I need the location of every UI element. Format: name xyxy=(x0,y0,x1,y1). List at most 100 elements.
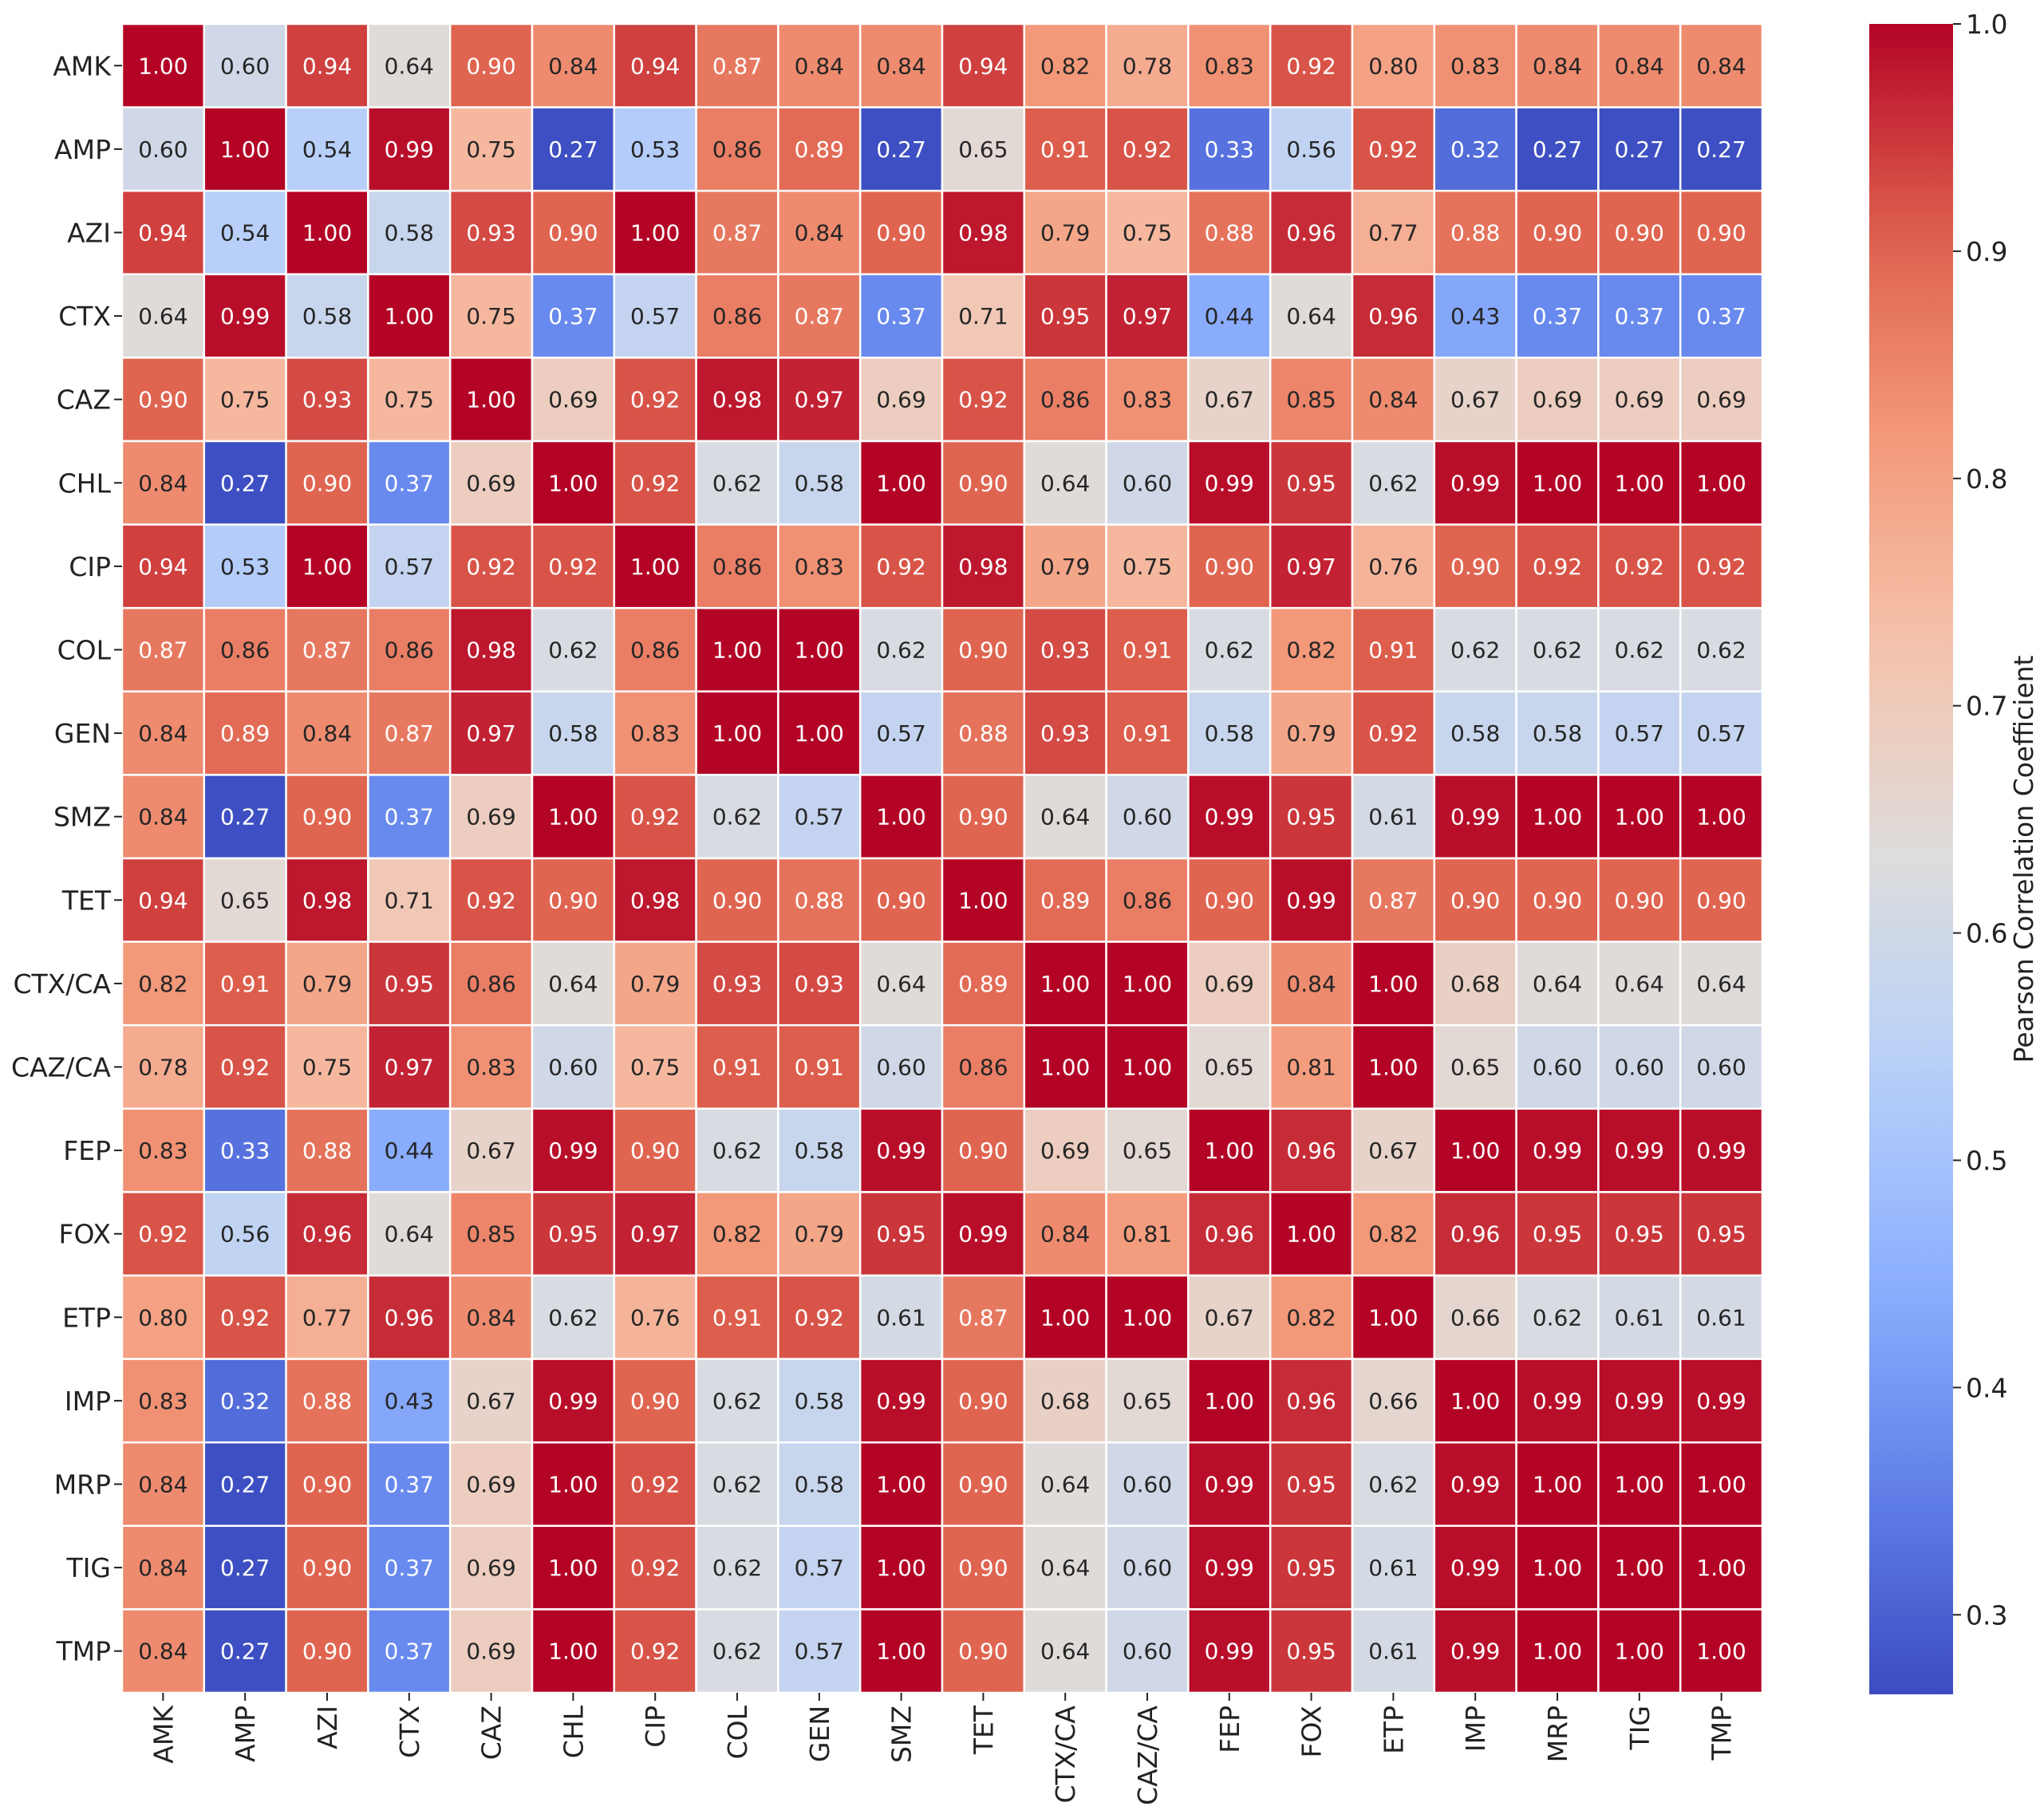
heatmap-cell xyxy=(858,606,944,693)
column-axis: AMK AMP AZI CTX CAZ CHL CIP COL GEN SMZ TET CTX/CA C… xyxy=(148,1693,1738,1805)
cell-value: 0.94 xyxy=(630,53,680,79)
heatmap-cell xyxy=(1679,273,1764,359)
cell-value: 0.96 xyxy=(1286,1138,1336,1164)
col-label: GEN xyxy=(804,1706,835,1762)
col-label: AZI xyxy=(312,1706,343,1749)
col-label: CHL xyxy=(558,1705,589,1758)
row-label: IMP xyxy=(65,1386,111,1417)
cell-value: 0.83 xyxy=(1205,53,1254,79)
heatmap-cell xyxy=(777,774,862,860)
cell-value: 0.61 xyxy=(876,1304,925,1331)
cell-value: 0.64 xyxy=(1533,971,1582,997)
cell-value: 0.99 xyxy=(1533,1138,1582,1164)
cell-value: 0.90 xyxy=(302,1639,352,1665)
row-label: CHL xyxy=(58,467,112,499)
heatmap-cell xyxy=(367,273,452,359)
heatmap-cell xyxy=(1433,1191,1517,1277)
cell-value: 0.89 xyxy=(1040,887,1090,913)
heatmap-cell xyxy=(613,606,697,693)
cell-value: 0.92 xyxy=(1615,554,1664,580)
cell-value: 0.81 xyxy=(1123,1221,1172,1248)
cell-value: 0.57 xyxy=(795,1555,844,1581)
cell-value: 0.97 xyxy=(385,1055,434,1081)
heatmap-cell xyxy=(1187,189,1272,276)
cell-value: 0.90 xyxy=(548,887,598,913)
cell-value: 1.00 xyxy=(1533,1555,1582,1581)
heatmap-cell xyxy=(1023,523,1107,609)
cell-value: 0.96 xyxy=(385,1304,434,1331)
heatmap-cell xyxy=(1597,440,1682,526)
heatmap-cell xyxy=(1515,857,1600,943)
col-label: IMP xyxy=(1460,1706,1491,1752)
cell-value: 0.87 xyxy=(712,53,762,79)
heatmap-cell xyxy=(1515,1023,1600,1110)
heatmap-cell xyxy=(367,1107,452,1193)
cell-value: 0.61 xyxy=(1368,1639,1418,1665)
cell-value: 0.92 xyxy=(1368,720,1418,747)
heatmap-cell xyxy=(1269,189,1354,276)
heatmap-cell xyxy=(613,273,697,359)
heatmap-cell xyxy=(203,523,287,609)
cell-value: 0.27 xyxy=(1533,136,1582,163)
cell-value: 0.58 xyxy=(302,303,352,329)
cell-value: 0.37 xyxy=(876,303,925,329)
row-label: CTX xyxy=(58,301,111,332)
heatmap-cell xyxy=(1187,857,1272,943)
colorbar-tick-label: 0.8 xyxy=(1966,463,2007,495)
heatmap-cell xyxy=(1433,1441,1517,1528)
cell-value: 0.27 xyxy=(220,1639,270,1665)
cell-value: 0.84 xyxy=(138,1472,187,1498)
cell-value: 0.84 xyxy=(1696,53,1746,79)
cell-value: 0.93 xyxy=(795,971,844,997)
colorbar: 0.3 0.4 0.5 0.6 0.7 0.8 0.9 1.0 Pearson Correla… xyxy=(1869,9,2039,1694)
cell-value: 0.93 xyxy=(302,387,352,413)
cell-value: 0.67 xyxy=(466,1388,515,1414)
heatmap-cell xyxy=(120,774,206,860)
cell-value: 0.84 xyxy=(1615,53,1664,79)
heatmap-cell xyxy=(120,273,206,359)
cell-value: 1.00 xyxy=(466,387,515,413)
heatmap-cell xyxy=(203,22,287,108)
row-label: FEP xyxy=(63,1135,111,1166)
heatmap-cell xyxy=(1269,1441,1354,1528)
cell-value: 0.83 xyxy=(138,1388,187,1414)
cell-value: 0.27 xyxy=(220,1472,270,1498)
heatmap-cell xyxy=(1597,357,1682,443)
heatmap-cell xyxy=(1515,1524,1600,1611)
cell-value: 0.98 xyxy=(958,554,1008,580)
cell-value: 0.86 xyxy=(630,637,680,664)
cell-value: 0.87 xyxy=(302,637,352,664)
cell-value: 0.37 xyxy=(385,470,434,496)
cell-value: 0.75 xyxy=(1123,554,1172,580)
cell-value: 1.00 xyxy=(1615,1555,1664,1581)
heatmap-cell xyxy=(1351,106,1436,192)
cell-value: 0.89 xyxy=(958,971,1008,997)
cell-value: 0.60 xyxy=(1123,470,1172,496)
cell-value: 0.88 xyxy=(302,1138,352,1164)
cell-value: 0.27 xyxy=(220,804,270,830)
heatmap-cell xyxy=(531,690,616,776)
cell-value: 0.75 xyxy=(385,387,434,413)
cell-value: 1.00 xyxy=(548,804,598,830)
cell-value: 0.60 xyxy=(1123,804,1172,830)
heatmap-cell xyxy=(120,1107,206,1193)
heatmap-cell xyxy=(120,1441,206,1528)
cell-value: 0.54 xyxy=(302,136,352,163)
cell-value: 0.82 xyxy=(712,1221,762,1248)
cell-value: 0.87 xyxy=(795,303,844,329)
cell-value: 1.00 xyxy=(1123,971,1172,997)
cell-value: 1.00 xyxy=(1533,470,1582,496)
heatmap-cell xyxy=(203,189,287,276)
heatmap-cell xyxy=(1351,941,1436,1027)
heatmap-cell xyxy=(285,1274,369,1360)
heatmap-cell xyxy=(285,1107,369,1193)
cell-value: 0.62 xyxy=(1450,637,1500,664)
heatmap-cell xyxy=(777,1608,862,1694)
cell-value: 0.57 xyxy=(1615,720,1664,747)
cell-value: 0.92 xyxy=(795,1304,844,1331)
cell-value: 0.76 xyxy=(1368,554,1418,580)
heatmap-cell xyxy=(777,606,862,693)
heatmap-cell xyxy=(367,440,452,526)
cell-value: 0.92 xyxy=(630,804,680,830)
cell-value: 0.79 xyxy=(1286,720,1336,747)
